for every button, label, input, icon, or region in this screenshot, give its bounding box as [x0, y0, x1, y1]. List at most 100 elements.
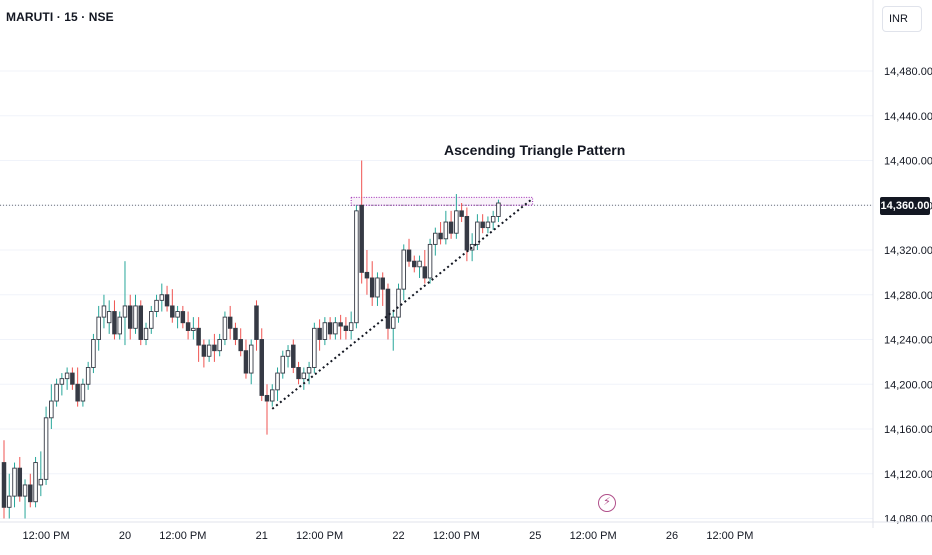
candle-body: [133, 305, 138, 329]
candle-body: [122, 305, 128, 318]
y-tick-label: 14,280.00: [884, 290, 932, 302]
candle-body: [127, 305, 133, 329]
candle-body: [243, 350, 249, 374]
candle-body: [406, 249, 412, 262]
symbol-label[interactable]: MARUTI · 15 · NSE: [6, 10, 114, 24]
candle-body: [348, 322, 354, 332]
candle-body: [443, 221, 449, 240]
x-tick-label: 12:00 PM: [159, 530, 206, 542]
candle-body: [490, 215, 496, 223]
candle-body: [143, 327, 149, 340]
x-tick-label: 20: [119, 530, 131, 542]
candle-body: [280, 355, 286, 374]
candle-body: [64, 372, 70, 380]
candle-body: [254, 305, 259, 340]
candle-body: [459, 210, 464, 217]
candle-body: [417, 260, 422, 268]
candle-body: [70, 372, 75, 385]
candle-body: [117, 316, 122, 335]
candle-body: [43, 417, 49, 480]
candle-body: [327, 322, 333, 335]
candle-body: [438, 232, 443, 240]
candle-body: [317, 327, 322, 340]
candle-body: [380, 277, 385, 290]
x-tick-label: 12:00 PM: [570, 530, 617, 542]
candle-body: [385, 288, 391, 329]
y-tick-label: 14,160.00: [884, 424, 932, 436]
y-tick-label: 14,080.00: [884, 514, 932, 526]
currency-button[interactable]: INR: [882, 6, 922, 32]
candle-body: [343, 325, 349, 332]
y-tick-label: 14,440.00: [884, 111, 932, 123]
candle-body: [149, 311, 154, 329]
candle-body: [312, 327, 317, 368]
candle-body: [427, 243, 433, 279]
candle-body: [401, 249, 407, 290]
candle-body: [28, 484, 33, 503]
x-tick-label: 26: [666, 530, 678, 542]
y-tick-label: 14,120.00: [884, 469, 932, 481]
candle-body: [333, 322, 338, 335]
candle-body: [264, 394, 270, 402]
y-tick-label: 14,240.00: [884, 335, 932, 347]
candle-body: [364, 271, 370, 279]
y-tick-label: 14,200.00: [884, 379, 932, 391]
candle-body: [354, 210, 359, 324]
lightning-icon[interactable]: ⚡: [598, 494, 616, 512]
candle-body: [433, 232, 438, 245]
candle-body: [485, 221, 491, 229]
candle-body: [222, 316, 228, 340]
candle-body: [206, 344, 212, 357]
candle-body: [170, 305, 175, 318]
candle-body: [285, 350, 291, 357]
candle-body: [12, 467, 17, 497]
candle-body: [212, 344, 217, 352]
candle-body: [238, 339, 243, 352]
candle-body: [59, 378, 65, 385]
current-price-label: 14,360.00: [880, 197, 930, 215]
candle-body: [80, 383, 86, 402]
candle-body: [338, 322, 343, 327]
candle-body: [322, 322, 328, 340]
candle-body: [138, 305, 144, 340]
candle-body: [422, 266, 428, 279]
candle-body: [291, 344, 296, 368]
candle-body: [496, 202, 501, 217]
candle-body: [270, 389, 275, 402]
candle-body: [448, 221, 454, 234]
candle-body: [185, 322, 191, 332]
candle-body: [75, 383, 80, 402]
y-tick-label: 14,320.00: [884, 245, 932, 257]
x-tick-label: 12:00 PM: [706, 530, 753, 542]
candle-body: [480, 221, 485, 229]
candle-body: [1, 462, 7, 508]
candle-body: [85, 367, 91, 385]
x-tick-label: 12:00 PM: [296, 530, 343, 542]
x-tick-label: 12:00 PM: [433, 530, 480, 542]
candle-body: [227, 316, 233, 329]
candle-body: [306, 367, 312, 374]
candle-body: [33, 462, 38, 503]
candle-body: [175, 311, 180, 318]
x-tick-label: 22: [392, 530, 404, 542]
candle-body: [359, 204, 364, 273]
x-tick-label: 21: [256, 530, 268, 542]
candle-body: [217, 339, 222, 352]
candle-body: [106, 311, 112, 324]
candle-body: [390, 316, 396, 329]
candle-body: [191, 327, 196, 331]
candle-body: [164, 294, 170, 307]
candle-body: [275, 372, 280, 391]
candle-body: [469, 243, 475, 251]
candle-body: [296, 367, 301, 380]
candle-body: [7, 495, 12, 508]
pattern-annotation: Ascending Triangle Pattern: [444, 142, 626, 158]
candle-body: [112, 311, 117, 335]
x-tick-label: 25: [529, 530, 541, 542]
candle-body: [180, 311, 186, 324]
candle-body: [96, 316, 101, 340]
y-tick-label: 14,400.00: [884, 156, 932, 168]
candle-body: [412, 260, 417, 268]
